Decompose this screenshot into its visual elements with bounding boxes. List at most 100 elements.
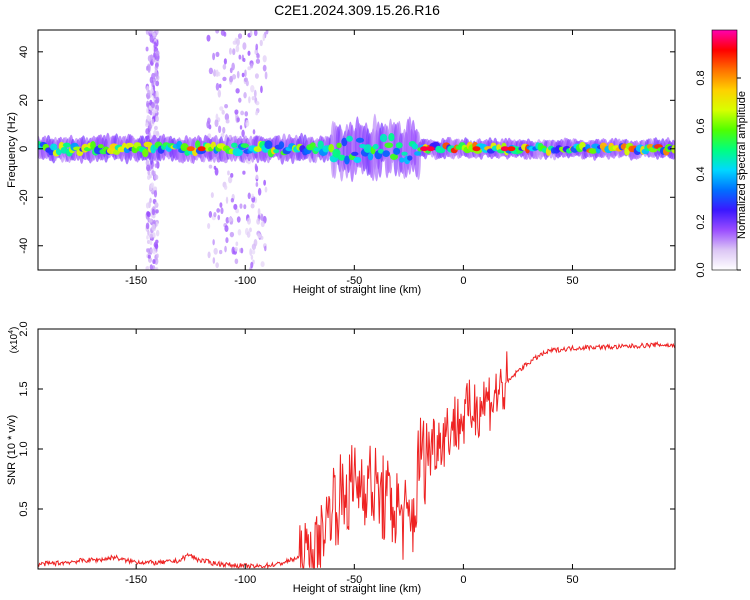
heatmap-speckle xyxy=(235,44,240,53)
heatmap-speckle xyxy=(252,129,256,135)
heatmap-speckle xyxy=(249,227,252,233)
heatmap-speckle xyxy=(153,125,158,131)
heatmap-band-cell xyxy=(90,140,96,150)
heatmap-peak xyxy=(507,146,516,152)
snr-ticks: -150 -100 -50 0 50 0.5 1.0 1.5 2.0 xyxy=(18,321,675,586)
heatmap-speckle xyxy=(206,34,211,42)
heatmap-speckle xyxy=(215,82,220,91)
heatmap-speckle xyxy=(255,58,261,64)
heatmap-band-cell xyxy=(363,144,373,153)
heatmap-speckle xyxy=(225,119,230,124)
snr-ylabel: SNR (10 * v/v) xyxy=(6,415,18,485)
heatmap-speckle xyxy=(153,189,158,198)
heatmap-speckle xyxy=(155,50,160,57)
heatmap-speckle xyxy=(215,113,219,121)
heatmap-band-cell xyxy=(346,135,353,142)
heatmap-band-cell xyxy=(411,143,419,150)
heatmap-speckle xyxy=(145,46,149,52)
heatmap-speckle xyxy=(247,50,251,56)
heatmap-speckle xyxy=(218,83,222,89)
heatmap-speckle xyxy=(212,52,216,61)
heatmap-speckle xyxy=(149,233,154,239)
heatmap-band-cell xyxy=(317,140,324,150)
heatmap-speckle xyxy=(152,57,156,64)
colorbar-tick-label: 0.8 xyxy=(695,70,707,85)
heatmap-peak xyxy=(472,146,481,152)
heatmap-speckle xyxy=(254,49,258,55)
heatmap-speckle xyxy=(145,30,149,35)
heatmap-speckle xyxy=(259,39,263,47)
spectrogram-ylabel: Frequency (Hz) xyxy=(6,112,18,188)
heatmap-speckle xyxy=(255,174,259,180)
heatmap-speckle xyxy=(231,74,237,80)
heatmap-speckle xyxy=(264,71,268,80)
heatmap-speckle xyxy=(152,246,157,255)
heatmap-speckle xyxy=(235,88,240,94)
heatmap-speckle xyxy=(260,261,265,268)
heatmap-speckle xyxy=(244,69,247,78)
heatmap-speckle xyxy=(248,96,251,104)
snr-multiplier-exponent: 4 xyxy=(8,330,15,334)
heatmap-speckle xyxy=(242,170,246,175)
y-tick-label: 1.0 xyxy=(18,441,30,456)
heatmap-speckle xyxy=(239,125,243,130)
heatmap-speckle xyxy=(220,132,225,138)
heatmap-speckle xyxy=(242,57,246,63)
heatmap-speckle xyxy=(262,33,266,42)
heatmap-band-cell xyxy=(337,154,346,161)
heatmap-speckle xyxy=(262,55,267,63)
heatmap-speckle xyxy=(147,64,151,73)
heatmap-speckle xyxy=(147,254,151,259)
y-tick-label: 0.5 xyxy=(18,501,30,516)
colorbar-tick-label: 0.2 xyxy=(695,214,707,229)
figure-title: C2E1.2024.309.15.26.R16 xyxy=(274,2,440,18)
heatmap-speckle xyxy=(154,174,159,180)
heatmap-speckle xyxy=(249,248,253,256)
heatmap-speckle xyxy=(237,33,243,39)
heatmap-speckle xyxy=(149,30,152,34)
spectrogram-xlabel: Height of straight line (km) xyxy=(293,284,421,296)
heatmap-speckle xyxy=(145,202,150,209)
heatmap-speckle xyxy=(145,128,150,135)
heatmap-speckle xyxy=(148,218,153,223)
heatmap-band-cell xyxy=(310,142,316,148)
y-tick-label: -20 xyxy=(18,189,30,205)
heatmap-speckle xyxy=(147,89,151,96)
heatmap-band-cell xyxy=(399,157,405,163)
heatmap-speckle xyxy=(214,167,219,176)
heatmap-band-cell xyxy=(389,153,399,160)
colorbar-scale xyxy=(712,30,737,270)
heatmap-speckle xyxy=(219,202,223,208)
heatmap-band-cell xyxy=(236,149,243,157)
heatmap-peak xyxy=(186,146,195,152)
x-tick-label: 0 xyxy=(460,574,466,586)
heatmap-speckle xyxy=(249,30,253,37)
heatmap-speckle xyxy=(229,231,235,238)
y-tick-label: 2.0 xyxy=(18,321,30,336)
heatmap-speckle xyxy=(247,192,251,200)
heatmap-speckle xyxy=(238,97,242,103)
colorbar: 0.0 0.2 0.4 0.6 0.8 Normalized spectral ampl… xyxy=(695,29,748,278)
heatmap-speckle xyxy=(155,253,159,259)
heatmap-speckle xyxy=(154,243,159,250)
colorbar-tick-label: 0.6 xyxy=(695,118,707,133)
heatmap-speckle xyxy=(146,235,149,240)
snr-series-line xyxy=(38,341,675,569)
heatmap-speckle xyxy=(254,73,259,79)
heatmap-speckle xyxy=(251,243,257,250)
heatmap-speckle xyxy=(216,208,221,213)
heatmap-band-cell xyxy=(336,142,342,149)
heatmap-speckle xyxy=(236,38,240,46)
heatmap-speckle xyxy=(257,232,262,239)
y-tick-label: -40 xyxy=(18,238,30,254)
heatmap-band-cell xyxy=(97,144,104,149)
heatmap-speckle xyxy=(221,109,225,115)
heatmap-speckle xyxy=(238,54,242,60)
heatmap-speckle xyxy=(215,30,220,34)
heatmap-speckle xyxy=(237,228,242,236)
heatmap-band-cell xyxy=(377,148,384,154)
heatmap-speckle xyxy=(225,237,229,244)
x-tick-label: 50 xyxy=(566,275,578,287)
heatmap-speckle xyxy=(222,63,227,70)
